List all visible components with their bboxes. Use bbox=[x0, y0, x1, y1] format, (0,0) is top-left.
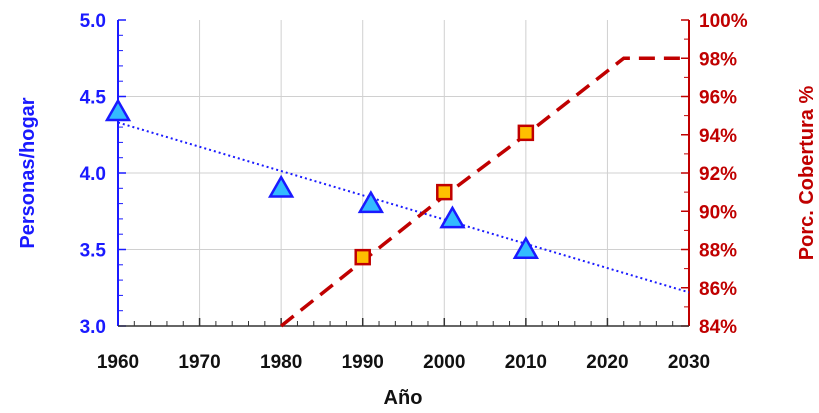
y-left-tick-label: 4.0 bbox=[80, 164, 106, 185]
y-right-tick-label: 90% bbox=[699, 202, 737, 223]
x-tick-label: 2030 bbox=[668, 352, 710, 373]
y-left-tick-label: 5.0 bbox=[80, 11, 106, 32]
tick-labels: 1960 1970 1980 1990 2000 2010 2020 2030 3.0 3.5 4.… bbox=[80, 11, 748, 373]
right-axis-title: Porc. Cobertura % bbox=[796, 86, 818, 261]
x-tick-label: 2010 bbox=[505, 352, 547, 373]
square-marker bbox=[354, 248, 371, 266]
x-tick-label: 2020 bbox=[586, 352, 628, 373]
triangle-marker bbox=[267, 174, 295, 198]
x-tick-label: 1980 bbox=[260, 352, 302, 373]
y-left-tick-label: 3.0 bbox=[80, 317, 106, 338]
y-right-tick-label: 98% bbox=[699, 49, 737, 70]
triangle-marker bbox=[439, 205, 466, 229]
x-tick-label: 2000 bbox=[423, 352, 465, 373]
x-tick-label: 1960 bbox=[97, 352, 139, 373]
y-right-tick-label: 100% bbox=[699, 11, 748, 32]
triangle-marker bbox=[357, 190, 385, 214]
y-right-tick-label: 92% bbox=[699, 164, 737, 185]
y-right-tick-label: 86% bbox=[699, 279, 737, 300]
y-left-tick-label: 3.5 bbox=[80, 241, 107, 262]
y-right-tick-label: 84% bbox=[699, 317, 737, 338]
x-axis-title: Año bbox=[384, 387, 423, 409]
series-layer bbox=[117, 56, 690, 328]
y-left-tick-label: 4.5 bbox=[80, 88, 107, 109]
gridlines bbox=[118, 20, 689, 326]
x-tick-label: 1970 bbox=[178, 352, 220, 373]
household-trend-line bbox=[117, 121, 690, 294]
square-marker bbox=[517, 124, 535, 142]
y-right-tick-label: 94% bbox=[699, 126, 737, 147]
left-axis-title: Personas/hogar bbox=[17, 97, 39, 248]
y-right-tick-label: 96% bbox=[699, 88, 737, 109]
markers-layer bbox=[104, 98, 540, 266]
triangle-marker bbox=[104, 98, 132, 122]
square-marker bbox=[436, 183, 453, 201]
x-tick-label: 1990 bbox=[342, 352, 384, 373]
y-right-tick-label: 88% bbox=[699, 241, 737, 262]
triangle-marker bbox=[512, 235, 540, 259]
coverage-trend-line bbox=[280, 56, 689, 328]
